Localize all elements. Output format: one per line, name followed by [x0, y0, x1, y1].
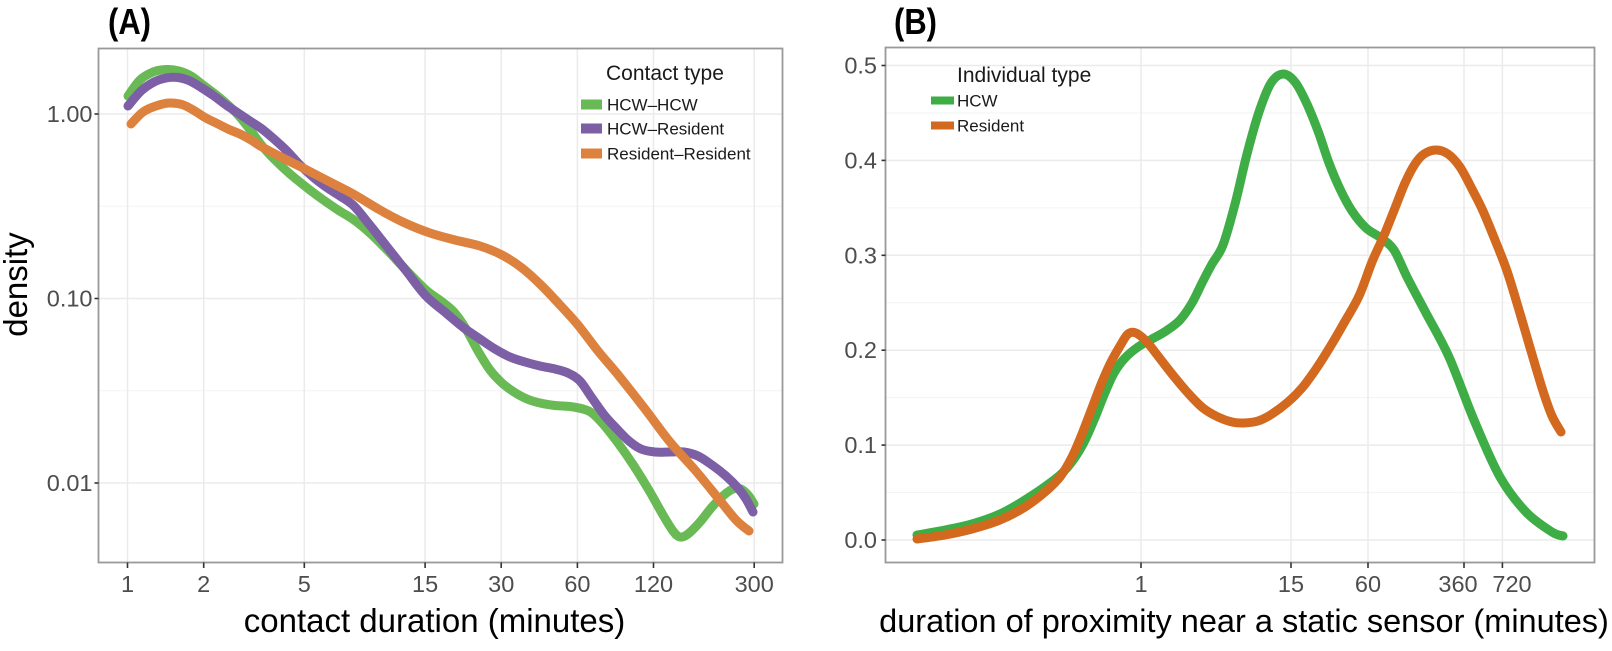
svg-text:0.4: 0.4	[844, 147, 877, 173]
svg-text:0.2: 0.2	[844, 337, 877, 363]
svg-text:300: 300	[735, 571, 774, 597]
svg-text:2: 2	[197, 571, 210, 597]
svg-text:720: 720	[1492, 571, 1531, 597]
svg-text:Individual type: Individual type	[957, 64, 1091, 87]
svg-text:15: 15	[412, 571, 438, 597]
svg-text:15: 15	[1278, 571, 1304, 597]
svg-text:(A): (A)	[108, 1, 151, 42]
svg-text:120: 120	[634, 571, 673, 597]
svg-text:5: 5	[298, 571, 311, 597]
svg-text:density: density	[0, 232, 34, 337]
svg-text:0.5: 0.5	[844, 53, 877, 79]
svg-text:0.0: 0.0	[844, 527, 877, 553]
svg-text:(B): (B)	[894, 1, 937, 42]
svg-text:Contact type: Contact type	[606, 62, 724, 85]
svg-text:1: 1	[121, 571, 134, 597]
svg-text:HCW–Resident: HCW–Resident	[607, 120, 724, 139]
svg-text:30: 30	[488, 571, 514, 597]
svg-text:60: 60	[1355, 571, 1381, 597]
svg-text:Resident–Resident: Resident–Resident	[607, 145, 751, 164]
svg-text:0.10: 0.10	[47, 286, 93, 312]
svg-text:1.00: 1.00	[47, 101, 93, 127]
svg-text:duration of proximity near a s: duration of proximity near a static sens…	[879, 603, 1609, 639]
svg-text:0.3: 0.3	[844, 242, 877, 268]
svg-text:60: 60	[564, 571, 590, 597]
svg-text:HCW: HCW	[957, 92, 998, 111]
svg-text:Resident: Resident	[957, 117, 1024, 136]
svg-text:contact duration (minutes): contact duration (minutes)	[244, 602, 626, 639]
svg-text:HCW–HCW: HCW–HCW	[607, 96, 698, 115]
svg-text:360: 360	[1438, 571, 1477, 597]
svg-text:1: 1	[1134, 571, 1147, 597]
svg-text:0.1: 0.1	[844, 432, 877, 458]
svg-text:0.01: 0.01	[47, 470, 93, 496]
